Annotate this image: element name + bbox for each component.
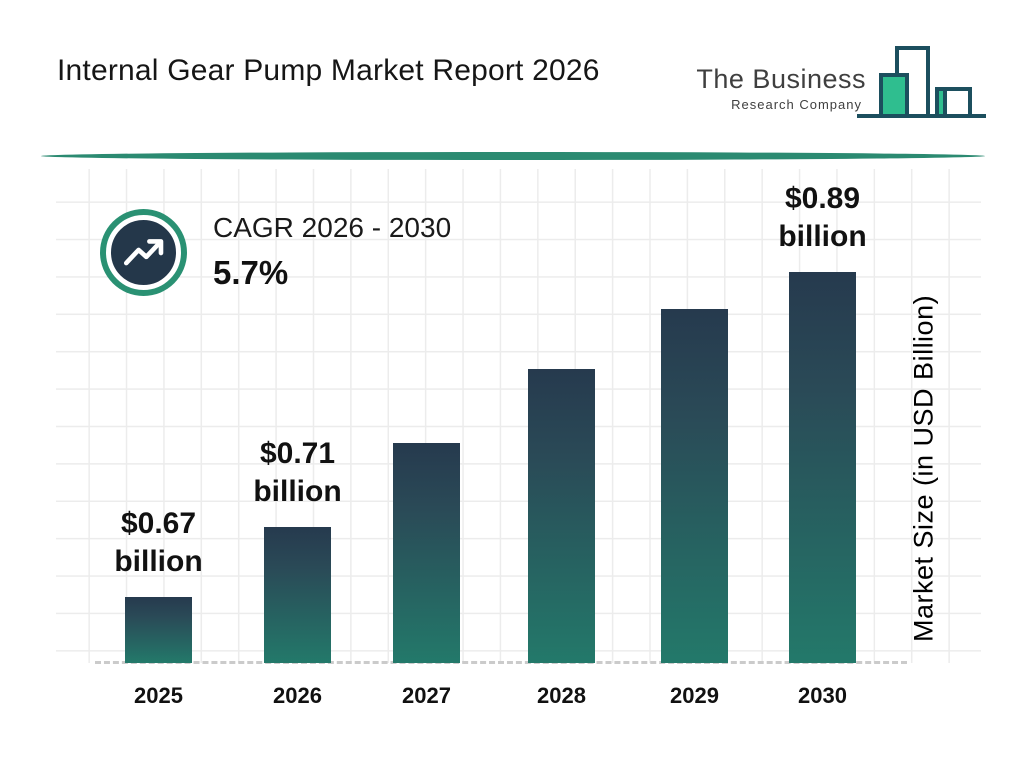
logo-text-secondary: Research Company <box>731 97 862 112</box>
bar-value-label-2030: $0.89 billion <box>778 182 867 253</box>
bar-2030 <box>789 272 856 663</box>
bar-2025 <box>125 597 192 663</box>
logo-text: The Business Research Company <box>696 64 866 112</box>
bar-2027 <box>393 443 460 663</box>
cagr-range-label: CAGR 2026 - 2030 <box>213 212 452 243</box>
x-axis-label-2028: 2028 <box>537 683 586 708</box>
x-axis-label-2026: 2026 <box>273 683 322 708</box>
bar-2028 <box>528 369 595 663</box>
x-axis-label-2029: 2029 <box>670 683 719 708</box>
x-axis-label-2030: 2030 <box>798 683 847 708</box>
bar-value-label-2025: $0.67 billion <box>114 507 203 578</box>
logo-text-primary: The Business <box>696 64 866 94</box>
y-axis-title: Market Size (in USD Billion) <box>908 294 939 642</box>
x-axis-label-2025: 2025 <box>134 683 183 708</box>
cagr-badge: CAGR 2026 - 2030 5.7% <box>95 204 451 292</box>
bar-2026 <box>264 527 331 663</box>
cagr-text: CAGR 2026 - 2030 5.7% <box>213 212 451 292</box>
logo-bar-chart-icon <box>857 46 986 118</box>
x-axis-label-2027: 2027 <box>402 683 451 708</box>
bar-2029 <box>661 309 728 663</box>
chart-baseline <box>95 661 907 664</box>
trend-up-icon <box>106 215 181 290</box>
bar-value-label-2026: $0.71 billion <box>253 437 342 508</box>
header-divider <box>41 152 985 160</box>
company-logo: The Business Research Company <box>696 38 988 122</box>
cagr-value: 5.7% <box>213 254 289 291</box>
page-title: Internal Gear Pump Market Report 2026 <box>57 54 600 87</box>
